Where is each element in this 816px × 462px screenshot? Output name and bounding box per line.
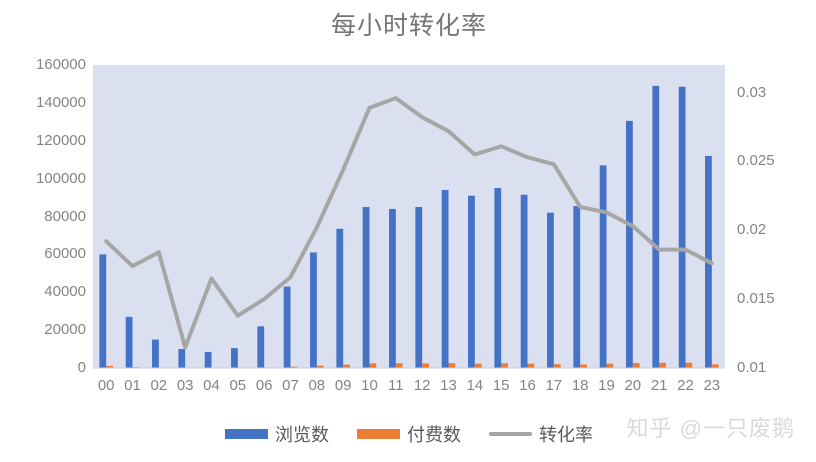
- views-bar-15: [494, 188, 502, 368]
- payments-bar-20: [632, 362, 640, 368]
- x-tick-22: 22: [677, 377, 694, 394]
- x-tick-23: 23: [703, 377, 721, 394]
- payments-bar-08: [316, 365, 324, 368]
- legend-item-rate: 转化率: [489, 421, 593, 447]
- payments-swatch-icon: [357, 429, 400, 439]
- y-right-tick-0.025: 0.025: [737, 152, 775, 170]
- views-bar-08: [310, 252, 317, 368]
- x-tick-14: 14: [466, 377, 484, 394]
- payments-bar-18: [580, 364, 587, 368]
- rate-swatch-icon: [489, 432, 532, 436]
- views-bar-14: [468, 195, 475, 368]
- y-left-tick-0: 0: [77, 359, 86, 376]
- x-tick-10: 10: [361, 377, 378, 394]
- payments-bar-23: [711, 364, 719, 368]
- views-bar-19: [599, 165, 607, 368]
- x-tick-04: 04: [203, 377, 220, 394]
- x-tick-16: 16: [519, 377, 536, 394]
- payments-bar-00: [106, 365, 113, 368]
- y-left-tick-120000: 120000: [35, 131, 86, 149]
- payments-bar-07: [290, 366, 298, 368]
- payments-bar-09: [343, 364, 350, 368]
- x-tick-01: 01: [124, 377, 141, 394]
- y-right-tick-0.02: 0.02: [737, 221, 767, 239]
- payments-bar-17: [553, 364, 561, 368]
- payments-bar-15: [501, 363, 508, 368]
- y-left-tick-40000: 40000: [44, 283, 86, 301]
- x-tick-13: 13: [440, 377, 457, 394]
- views-bar-12: [415, 207, 423, 368]
- payments-bar-14: [474, 363, 482, 368]
- x-tick-11: 11: [388, 377, 404, 394]
- x-tick-06: 06: [255, 377, 273, 394]
- views-bar-07: [283, 286, 291, 368]
- views-bar-04: [204, 351, 212, 368]
- payments-bar-19: [606, 363, 614, 368]
- views-bar-20: [626, 120, 633, 369]
- views-bar-09: [336, 228, 344, 368]
- legend-label-payments: 付费数: [407, 425, 461, 445]
- watermark: 知乎 @一只废鹅: [626, 416, 795, 441]
- x-tick-09: 09: [334, 377, 352, 394]
- x-axis: 00 01 02 03 04 05 06 07 08 09 10 11 12 13 14 15 16 17 18 19…: [93, 377, 725, 397]
- payments-bar-21: [659, 362, 666, 368]
- y-left-tick-140000: 140000: [35, 93, 86, 111]
- y-right-tick-0.01: 0.01: [737, 359, 767, 376]
- x-tick-08: 08: [308, 377, 326, 394]
- views-bar-17: [547, 212, 554, 368]
- views-bar-03: [178, 349, 186, 368]
- legend: 浏览数 付费数 转化率: [93, 421, 725, 447]
- payments-bar-22: [685, 362, 693, 368]
- x-tick-21: 21: [650, 377, 668, 394]
- rate-line: [104, 96, 714, 350]
- views-bar-01: [125, 316, 133, 368]
- y-left-tick-60000: 60000: [44, 245, 86, 263]
- y-left-tick-20000: 20000: [44, 321, 86, 339]
- views-bar-16: [520, 194, 528, 368]
- views-bar-22: [678, 86, 686, 368]
- chart-title: 每小时转化率: [330, 12, 487, 40]
- views-bar-10: [362, 207, 370, 368]
- views-swatch-icon: [225, 429, 268, 439]
- y-left-tick-80000: 80000: [44, 207, 86, 225]
- x-tick-17: 17: [545, 377, 563, 394]
- views-bar-11: [389, 208, 396, 368]
- x-tick-05: 05: [229, 377, 247, 394]
- y-left-tick-100000: 100000: [35, 169, 86, 187]
- payments-bar-13: [448, 363, 456, 368]
- y-right-tick-0.03: 0.03: [737, 83, 767, 101]
- y-left-tick-160000: 160000: [35, 56, 86, 73]
- y-right-tick-0.015: 0.015: [737, 290, 775, 308]
- x-tick-03: 03: [176, 377, 194, 394]
- x-tick-19: 19: [598, 377, 615, 394]
- x-tick-12: 12: [413, 377, 431, 394]
- x-tick-02: 02: [150, 377, 168, 394]
- views-bar-21: [652, 85, 660, 368]
- views-bar-00: [99, 254, 107, 369]
- payments-bar-16: [527, 363, 535, 368]
- views-bar-02: [152, 339, 159, 368]
- views-bar-13: [441, 189, 449, 368]
- payments-bar-12: [422, 363, 429, 368]
- x-tick-07: 07: [282, 377, 299, 394]
- payments-bar-10: [369, 363, 377, 368]
- views-bar-05: [231, 348, 238, 368]
- x-tick-00: 00: [97, 377, 115, 394]
- legend-label-rate: 转化率: [539, 425, 593, 445]
- legend-item-payments: 付费数: [357, 421, 461, 447]
- views-bar-18: [573, 206, 581, 368]
- legend-item-views: 浏览数: [225, 421, 329, 447]
- legend-label-views: 浏览数: [275, 425, 329, 445]
- x-tick-18: 18: [571, 377, 589, 394]
- x-tick-20: 20: [624, 377, 642, 394]
- views-bar-06: [257, 326, 265, 368]
- x-tick-15: 15: [492, 377, 510, 394]
- payments-bar-11: [395, 363, 403, 368]
